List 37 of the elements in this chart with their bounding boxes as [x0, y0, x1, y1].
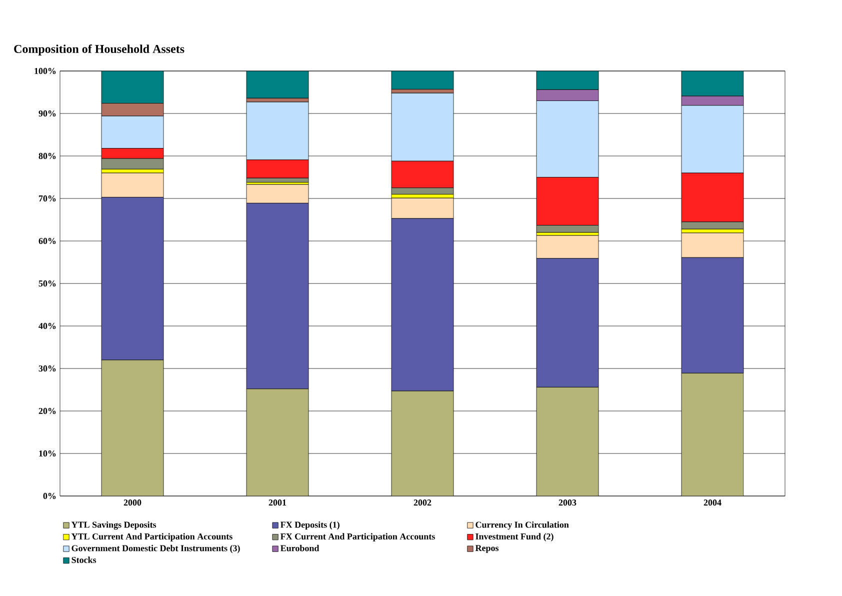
y-tick-label: 30%: [38, 365, 56, 372]
y-tick-label: 10%: [39, 450, 56, 457]
legend-label: Eurobond: [280, 544, 320, 552]
y-tick-label: 40%: [38, 322, 56, 330]
bar: [536, 70, 599, 90]
legend-label: YTL Savings Deposits: [71, 521, 156, 530]
y-tick-label: 90%: [38, 110, 56, 117]
y-tick-label: 80%: [38, 152, 56, 160]
legend-label: Stocks: [72, 556, 96, 564]
x-tick-label: 2003: [558, 500, 576, 506]
bar: [681, 372, 744, 496]
bar: [681, 70, 744, 96]
bar: [246, 388, 309, 496]
y-tick-label: 0%: [43, 492, 56, 500]
legend-label: FX Deposits (1): [280, 521, 340, 530]
x-tick-label: 2000: [124, 500, 142, 506]
y-tick-label: 20%: [38, 408, 56, 414]
legend-label: Investment Fund (2): [476, 533, 554, 542]
bar: [391, 390, 454, 496]
legend-label: Repos: [475, 545, 499, 553]
x-tick-label: 2004: [704, 500, 722, 506]
x-tick-label: 2002: [414, 500, 432, 506]
legend-label: YTL Current And Participation Accounts: [71, 533, 232, 542]
legend-label: FX Current And Participation Accounts: [280, 533, 435, 542]
bar: [536, 386, 599, 496]
legend-label: Currency In Circulation: [476, 521, 569, 530]
bar: [101, 360, 164, 496]
x-tick-label: 2001: [268, 500, 286, 506]
y-tick-label: 100%: [34, 68, 56, 74]
legend-label: Government Domestic Debt Instruments (3): [72, 544, 240, 554]
y-tick-label: 70%: [38, 195, 56, 202]
bar: [391, 70, 454, 90]
chart-title: Composition of Household Assets: [14, 44, 184, 56]
y-tick-label: 50%: [38, 280, 56, 287]
bar: [246, 70, 309, 98]
bar: [101, 70, 164, 104]
y-tick-label: 60%: [38, 238, 56, 244]
